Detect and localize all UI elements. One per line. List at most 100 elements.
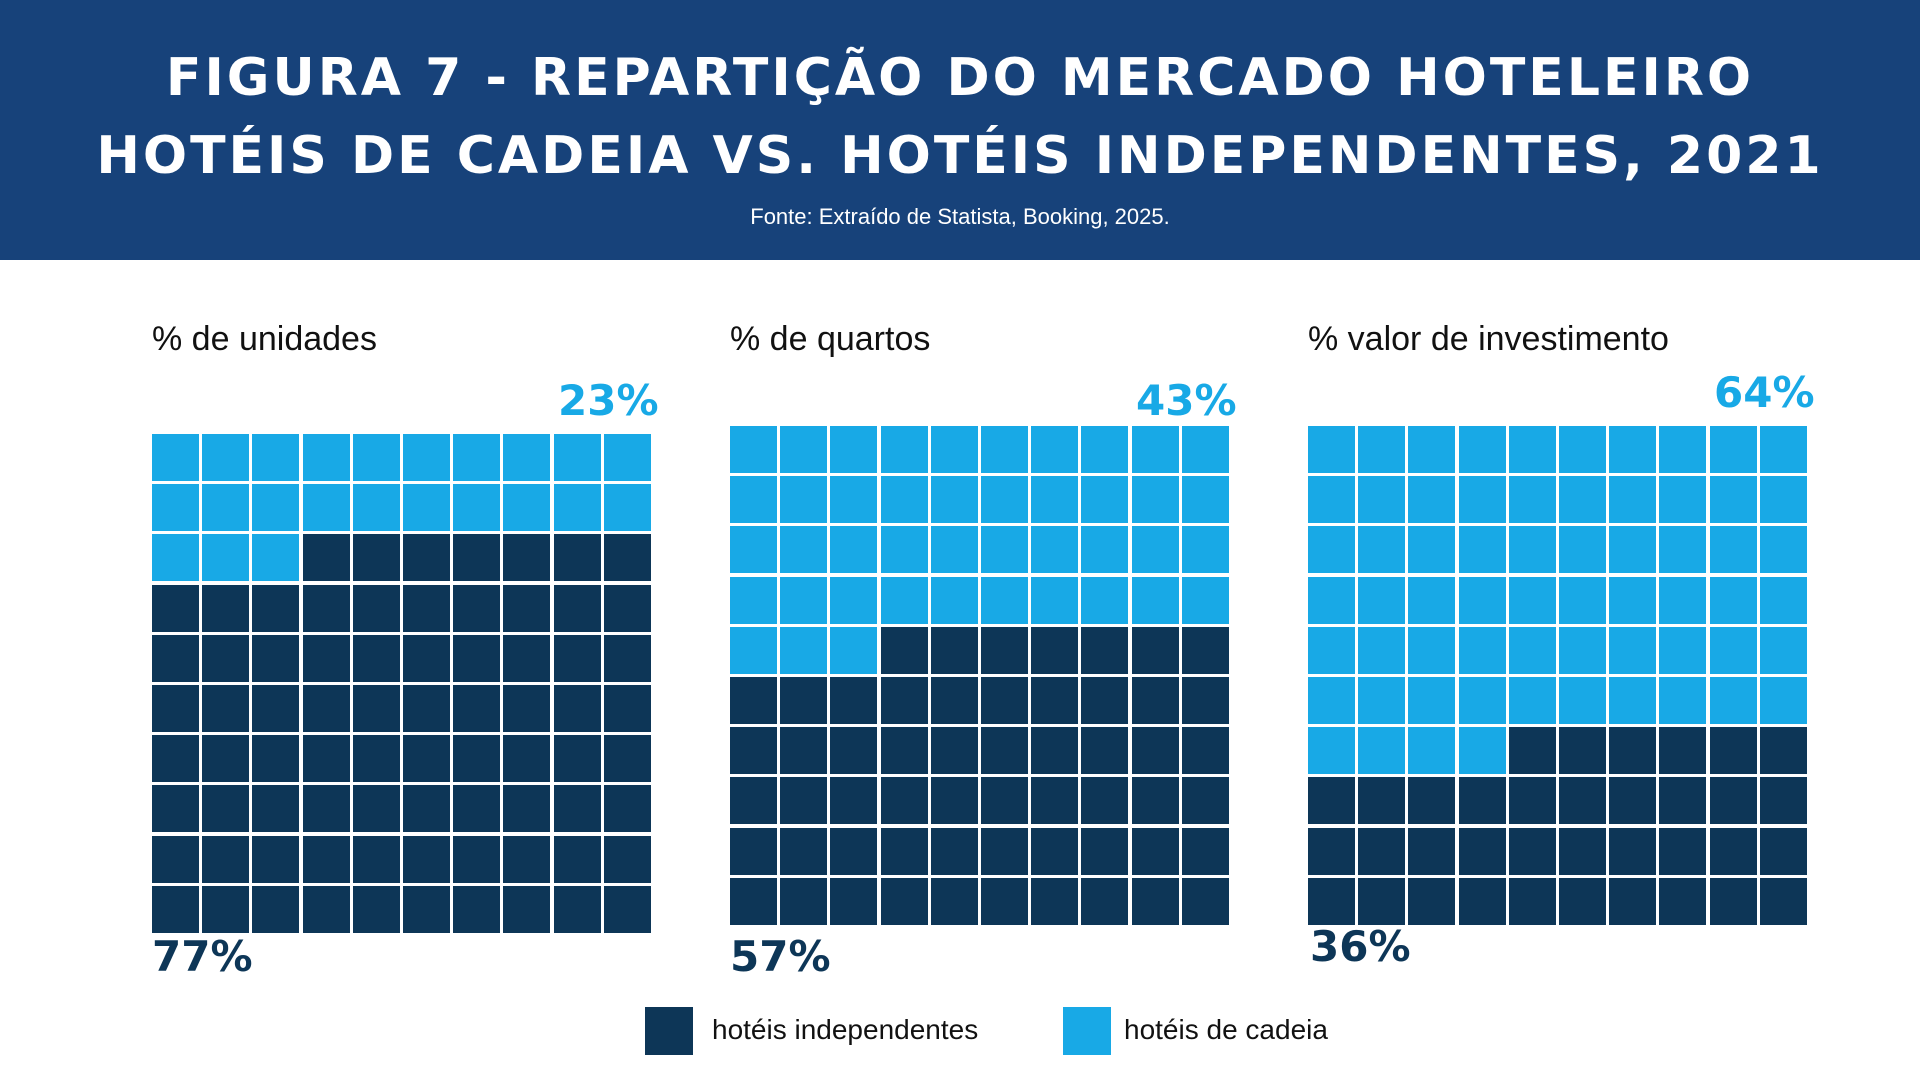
- waffle-cell-independent: [403, 835, 450, 883]
- waffle-cell-independent: [453, 785, 501, 833]
- waffle-cell-independent: [1759, 827, 1807, 875]
- waffle-cell-independent: [553, 685, 601, 732]
- waffle-cell-chain: [1659, 526, 1707, 574]
- waffle-cell-independent: [830, 827, 878, 875]
- waffle-cell-chain: [1131, 526, 1179, 574]
- waffle-cell-independent: [553, 785, 601, 833]
- waffle-cell-chain: [1181, 426, 1229, 473]
- waffle-cell-chain: [981, 476, 1028, 524]
- waffle-cell-independent: [1759, 877, 1807, 925]
- waffle-cell-independent: [780, 677, 828, 724]
- waffle-cell-chain: [880, 426, 928, 473]
- waffle-cell-independent: [352, 584, 400, 632]
- waffle-cell-chain: [930, 476, 978, 524]
- waffle-cell-chain: [1308, 476, 1355, 524]
- waffle-cell-chain: [1408, 426, 1456, 473]
- waffle-cell-independent: [252, 885, 300, 933]
- waffle-cell-independent: [1308, 877, 1355, 925]
- waffle-cell-chain: [1759, 426, 1807, 473]
- waffle-cell-chain: [930, 576, 978, 624]
- waffle-cell-chain: [1609, 476, 1657, 524]
- waffle-cell-independent: [880, 727, 928, 775]
- waffle-cell-chain: [880, 476, 928, 524]
- waffle-cell-independent: [453, 735, 501, 783]
- waffle-cell-chain: [1031, 426, 1079, 473]
- waffle-cell-independent: [202, 785, 250, 833]
- waffle-cell-independent: [302, 835, 350, 883]
- legend-swatch-chain: [1063, 1007, 1111, 1055]
- waffle-cell-independent: [603, 584, 651, 632]
- waffle-cell-independent: [202, 735, 250, 783]
- waffle-cell-chain: [730, 576, 777, 624]
- waffle-cell-independent: [830, 677, 878, 724]
- waffle-cell-independent: [1131, 777, 1179, 825]
- waffle-cell-independent: [302, 885, 350, 933]
- waffle-cell-independent: [1659, 777, 1707, 825]
- waffle-cell-chain: [1709, 426, 1757, 473]
- waffle-cell-independent: [730, 677, 777, 724]
- waffle-cell-independent: [352, 634, 400, 682]
- waffle-cell-independent: [1458, 827, 1506, 875]
- waffle-cell-independent: [930, 677, 978, 724]
- waffle-cell-independent: [603, 735, 651, 783]
- waffle-cell-chain: [1609, 626, 1657, 674]
- waffle-cell-chain: [1408, 626, 1456, 674]
- waffle-cell-independent: [1081, 727, 1129, 775]
- waffle-cell-chain: [1659, 626, 1707, 674]
- waffle-cell-independent: [1609, 727, 1657, 775]
- waffle-cell-chain: [1609, 526, 1657, 574]
- waffle-cell-independent: [1181, 827, 1229, 875]
- waffle-cell-chain: [1709, 476, 1757, 524]
- waffle-cell-chain: [1508, 576, 1556, 624]
- waffle-cell-chain: [1308, 526, 1355, 574]
- waffle-cell-chain: [202, 484, 250, 532]
- waffle-cell-independent: [1031, 877, 1079, 925]
- waffle-cell-independent: [1181, 777, 1229, 825]
- waffle-cell-independent: [553, 534, 601, 582]
- waffle-cell-chain: [1458, 626, 1506, 674]
- waffle-cell-independent: [152, 735, 199, 783]
- waffle-cell-independent: [1081, 877, 1129, 925]
- waffle-cell-chain: [1408, 476, 1456, 524]
- waffle-cell-chain: [403, 484, 450, 532]
- waffle-cell-independent: [1408, 877, 1456, 925]
- waffle-cell-independent: [302, 634, 350, 682]
- waffle-cell-independent: [403, 685, 450, 732]
- waffle-cell-independent: [553, 835, 601, 883]
- waffle-cell-independent: [302, 584, 350, 632]
- waffle-cell-independent: [152, 685, 199, 732]
- waffle-cell-independent: [1458, 877, 1506, 925]
- waffle-cell-chain: [1081, 576, 1129, 624]
- waffle-cell-chain: [1308, 426, 1355, 473]
- waffle-cell-independent: [553, 885, 601, 933]
- waffle-cell-independent: [1408, 777, 1456, 825]
- waffle-cell-independent: [152, 885, 199, 933]
- waffle-cell-chain: [730, 626, 777, 674]
- waffle-cell-independent: [1358, 827, 1406, 875]
- waffle-cell-chain: [1358, 526, 1406, 574]
- waffle-cell-independent: [1181, 677, 1229, 724]
- waffle-cell-chain: [1131, 426, 1179, 473]
- waffle-cell-chain: [830, 476, 878, 524]
- panel-title-investment: % valor de investimento: [1308, 320, 1669, 358]
- waffle-cell-independent: [1031, 677, 1079, 724]
- waffle-cell-chain: [1709, 626, 1757, 674]
- waffle-cell-independent: [503, 534, 551, 582]
- waffle-cell-independent: [202, 835, 250, 883]
- waffle-cell-chain: [880, 576, 928, 624]
- waffle-cell-chain: [1709, 677, 1757, 724]
- waffle-cell-independent: [830, 877, 878, 925]
- waffle-cell-chain: [1458, 677, 1506, 724]
- waffle-cell-chain: [780, 526, 828, 574]
- independent-percent-investment: 36%: [1310, 922, 1411, 971]
- waffle-cell-chain: [1131, 476, 1179, 524]
- waffle-cell-independent: [1709, 777, 1757, 825]
- waffle-cell-independent: [1031, 727, 1079, 775]
- waffle-cell-independent: [352, 835, 400, 883]
- waffle-cell-independent: [1659, 827, 1707, 875]
- waffle-cell-independent: [1131, 827, 1179, 875]
- waffle-cell-independent: [930, 777, 978, 825]
- waffle-cell-chain: [1358, 426, 1406, 473]
- waffle-cell-chain: [981, 576, 1028, 624]
- waffle-cell-independent: [1358, 877, 1406, 925]
